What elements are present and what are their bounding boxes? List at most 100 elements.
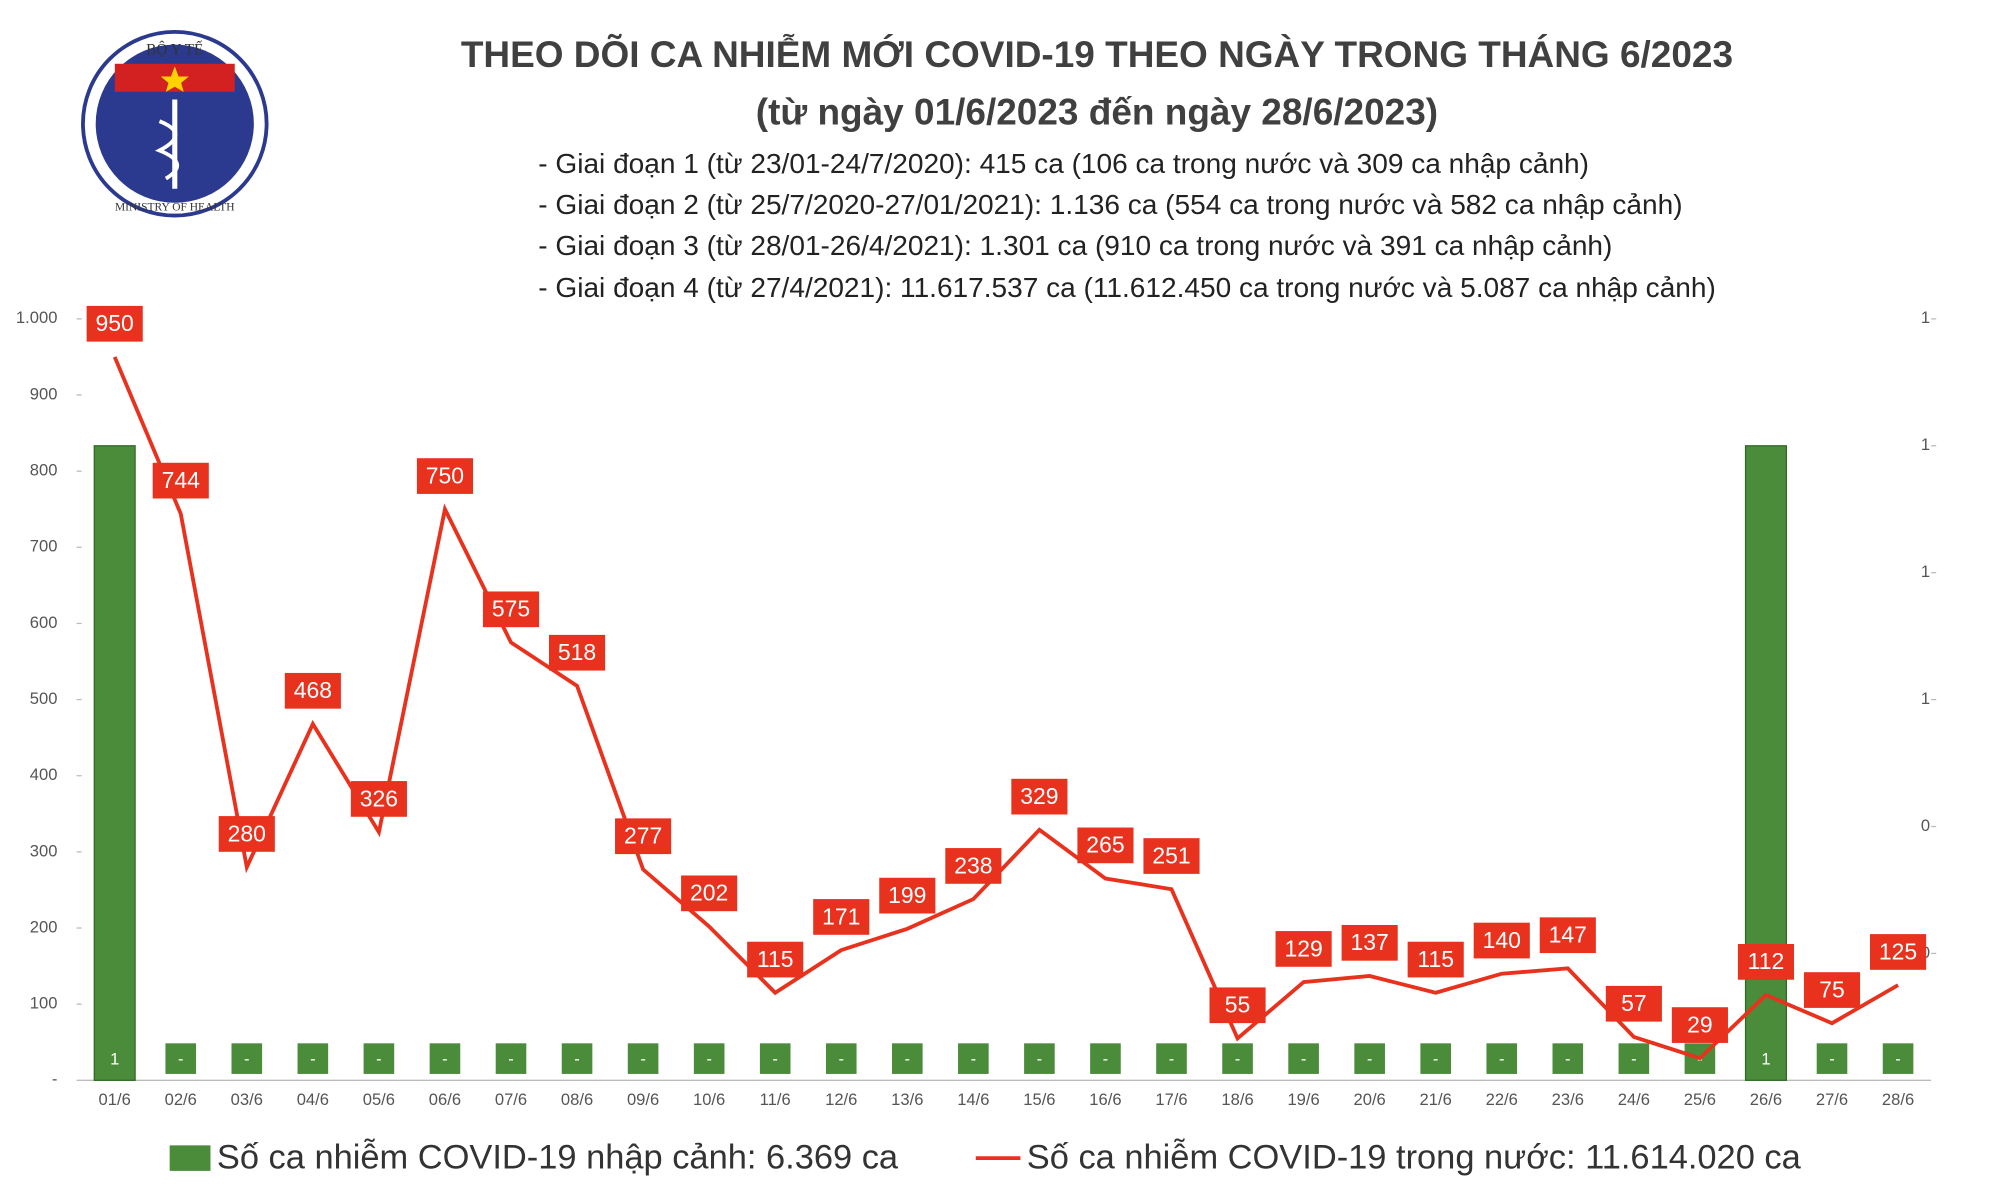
data-label: 202 xyxy=(690,880,728,906)
chart-title: THEO DÕI CA NHIỄM MỚI COVID-19 THEO NGÀY… xyxy=(461,33,1733,75)
data-label-box xyxy=(615,818,672,855)
logo-top-text: BỘ Y TẾ xyxy=(146,42,203,59)
logo-bottom-text: MINISTRY OF HEALTH xyxy=(115,202,235,214)
bar xyxy=(93,445,136,1081)
data-label: 251 xyxy=(1152,842,1190,868)
bar-label-box xyxy=(958,1043,989,1074)
x-tick-label: 24/6 xyxy=(1618,1090,1650,1109)
bar-label: - xyxy=(574,1049,580,1068)
bar-label: - xyxy=(1565,1049,1571,1068)
x-tick-label: 20/6 xyxy=(1354,1090,1386,1109)
data-label: 137 xyxy=(1351,929,1389,955)
bar-label: - xyxy=(971,1049,977,1068)
note: - Giai đoạn 1 (từ 23/01-24/7/2020): 415 … xyxy=(538,148,1589,179)
bar-label-box xyxy=(1288,1043,1319,1074)
data-label: 125 xyxy=(1879,938,1917,964)
data-label-box xyxy=(1077,827,1134,864)
bar-label-box xyxy=(561,1043,593,1074)
data-label: 57 xyxy=(1621,990,1647,1016)
data-label: 238 xyxy=(954,852,992,878)
x-tick-label: 09/6 xyxy=(627,1090,659,1109)
y-tick-label: 1.000 xyxy=(16,308,58,327)
bar-label: - xyxy=(310,1049,316,1068)
bar-label-box xyxy=(99,1043,131,1074)
x-tick-label: 16/6 xyxy=(1089,1090,1121,1109)
bar-label: - xyxy=(772,1049,778,1068)
bar-label: - xyxy=(1301,1049,1307,1068)
x-tick-label: 13/6 xyxy=(891,1090,923,1109)
data-label: 329 xyxy=(1020,783,1058,809)
note: - Giai đoạn 4 (từ 27/4/2021): 11.617.537… xyxy=(538,272,1716,303)
data-label: 950 xyxy=(96,310,134,336)
data-label: 115 xyxy=(757,946,794,972)
bar-label: - xyxy=(508,1049,514,1068)
data-label-box xyxy=(1803,972,1861,1008)
logo: BỘ Y TẾ MINISTRY OF HEALTH xyxy=(81,29,269,218)
bar xyxy=(1744,445,1788,1081)
y2-tick-label: 1 xyxy=(1921,562,1930,581)
line xyxy=(112,356,1900,1061)
data-label: 55 xyxy=(1225,992,1251,1018)
bar-label-box xyxy=(1750,1043,1782,1074)
y-tick-label: 100 xyxy=(30,994,58,1013)
bar-label: 1 xyxy=(1761,1049,1770,1068)
y-tick-label: 600 xyxy=(30,613,58,632)
data-label-box xyxy=(879,877,936,914)
x-tick-label: 08/6 xyxy=(561,1090,593,1109)
data-label: 75 xyxy=(1819,976,1845,1002)
logo-snake xyxy=(154,119,179,181)
bar-label-box xyxy=(1354,1043,1385,1074)
bar-label: - xyxy=(1829,1049,1835,1068)
data-label: 326 xyxy=(360,785,398,811)
bar-label-box xyxy=(1420,1043,1452,1074)
bar-label: - xyxy=(244,1049,250,1068)
bar-label-box xyxy=(429,1043,461,1074)
chart-subtitle: (từ ngày 01/6/2023 đến ngày 28/6/2023) xyxy=(756,92,1438,133)
legend-label: Số ca nhiễm COVID-19 nhập cảnh: 6.369 ca xyxy=(217,1137,899,1176)
bar-label-box xyxy=(627,1043,659,1074)
data-label: 280 xyxy=(228,820,266,846)
y-tick-label: - xyxy=(52,1070,58,1089)
data-label-box xyxy=(681,875,738,912)
data-label: 129 xyxy=(1284,935,1322,961)
bar-label: - xyxy=(1103,1049,1109,1068)
x-tick-label: 01/6 xyxy=(99,1090,131,1109)
bar-label-box xyxy=(1486,1043,1518,1074)
bar-label-box xyxy=(495,1043,527,1074)
x-tick-label: 07/6 xyxy=(495,1090,527,1109)
data-label-box xyxy=(218,816,275,852)
data-label-box xyxy=(1737,944,1795,980)
data-label: 112 xyxy=(1748,948,1785,974)
bar-label: - xyxy=(905,1049,911,1068)
data-label-box xyxy=(1341,924,1398,961)
data-label: 468 xyxy=(294,677,332,703)
data-label-box xyxy=(1209,987,1266,1024)
data-label: 140 xyxy=(1483,927,1521,953)
bar-label: - xyxy=(1631,1049,1637,1068)
bar-label-box xyxy=(693,1043,725,1074)
bar-label: - xyxy=(838,1049,844,1068)
data-label: 744 xyxy=(162,467,201,493)
bar-label-box xyxy=(1222,1043,1253,1074)
y-tick-label: 700 xyxy=(30,537,58,556)
y-tick-label: 200 xyxy=(30,917,58,936)
data-label-box xyxy=(747,941,804,978)
data-label: 171 xyxy=(822,903,860,929)
y-tick-label: 400 xyxy=(30,765,58,784)
bar-label: - xyxy=(1169,1049,1175,1068)
x-tick-label: 03/6 xyxy=(231,1090,263,1109)
note: - Giai đoạn 2 (từ 25/7/2020-27/01/2021):… xyxy=(538,189,1682,220)
data-label-box xyxy=(1407,941,1464,978)
data-label-box xyxy=(813,899,870,935)
data-label-box xyxy=(945,848,1002,884)
x-tick-label: 06/6 xyxy=(429,1090,461,1109)
data-label: 575 xyxy=(492,596,530,622)
bar-label-box xyxy=(825,1043,857,1074)
legend-swatch xyxy=(169,1145,211,1171)
x-tick-label: 19/6 xyxy=(1287,1090,1319,1109)
data-label: 518 xyxy=(558,639,596,665)
bar-label: - xyxy=(640,1049,646,1068)
bar-label: - xyxy=(1037,1049,1043,1068)
x-tick-label: 21/6 xyxy=(1420,1090,1452,1109)
x-tick-label: 28/6 xyxy=(1882,1090,1914,1109)
